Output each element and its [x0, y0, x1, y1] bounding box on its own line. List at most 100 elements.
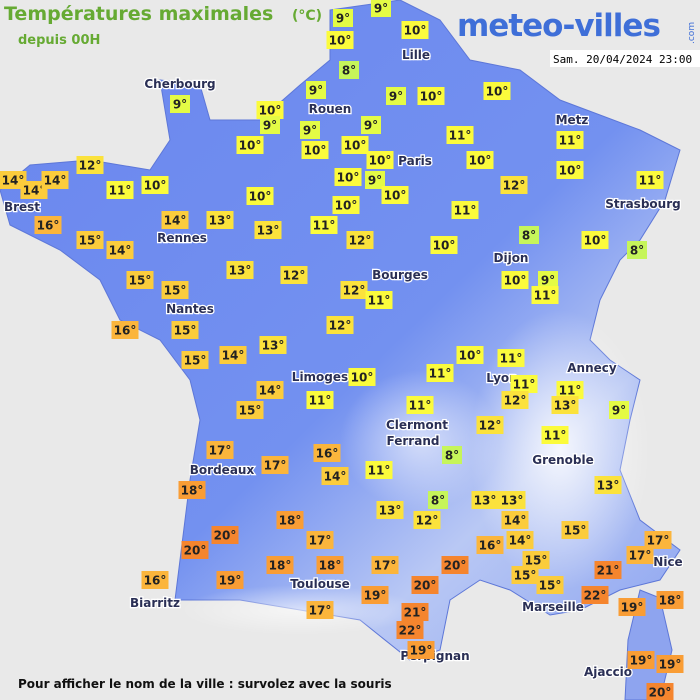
label-box: [256, 101, 284, 119]
label-box: [361, 586, 389, 604]
temperature-label: 20°: [646, 683, 674, 700]
city-name: Brest: [4, 200, 40, 214]
label-box: [361, 116, 381, 134]
label-box: [339, 61, 359, 79]
label-box: [181, 351, 209, 369]
temperature: 21°: [597, 564, 620, 578]
label-box: [260, 116, 280, 134]
temperature: 20°: [184, 544, 207, 558]
label-box: [501, 511, 529, 529]
city-name: Dijon: [494, 251, 529, 265]
temperature-label: 10°: [348, 368, 376, 386]
temperature-label: 20°: [211, 526, 239, 544]
temperature: 8°: [522, 229, 536, 243]
temperature: 10°: [584, 234, 607, 248]
temperature-label: 12°: [476, 416, 504, 434]
temperature: 11°: [500, 352, 523, 366]
temperature-label: 15°: [181, 351, 209, 369]
label-box: [266, 556, 294, 574]
label-box: [500, 176, 528, 194]
label-box: [366, 151, 394, 169]
temperature: 14°: [109, 244, 132, 258]
temperature-label: 12°: [501, 391, 529, 409]
temperature-label: 19°: [216, 571, 244, 589]
label-box: [206, 441, 234, 459]
temperature: 15°: [525, 554, 548, 568]
label-box: [20, 181, 48, 199]
temperature: 8°: [630, 244, 644, 258]
label-box: [456, 346, 484, 364]
label-box: [340, 281, 368, 299]
temperature: 21°: [404, 606, 427, 620]
label-box: [551, 396, 579, 414]
label-box: [348, 368, 376, 386]
temperature-label: 11°: [497, 349, 525, 367]
temperature-label: 17°: [306, 531, 334, 549]
temperature-label: 15°: [126, 271, 154, 289]
label-box: [407, 641, 435, 659]
temperature: 11°: [309, 394, 332, 408]
temperature: 17°: [374, 559, 397, 573]
temperature: 19°: [630, 654, 653, 668]
temperature: 13°: [229, 264, 252, 278]
temperature: 17°: [629, 549, 652, 563]
city-name: Clermont: [386, 418, 448, 432]
temperature: 10°: [249, 190, 272, 204]
label-box: [306, 601, 334, 619]
temperature-label: 12°: [340, 281, 368, 299]
temperature: 14°: [222, 349, 245, 363]
temperature-label: 10°: [483, 82, 511, 100]
temperature-label: 15°: [236, 401, 264, 419]
label-box: [411, 576, 439, 594]
temperature: 16°: [37, 219, 60, 233]
label-box: [326, 31, 354, 49]
temperature-label: 14°: [219, 346, 247, 364]
city-name: Toulouse: [290, 577, 350, 591]
temperature-label: 14°: [321, 467, 349, 485]
logo: meteo-villes: [457, 8, 660, 44]
temperature-label: 15°: [171, 321, 199, 339]
city-name: Rouen: [309, 102, 352, 116]
temperature-label: 16°: [111, 321, 139, 339]
label-box: [206, 211, 234, 229]
temperature: 9°: [389, 90, 403, 104]
temperature: 20°: [444, 559, 467, 573]
temperature-label: 11°: [556, 131, 584, 149]
label-box: [609, 401, 629, 419]
label-box: [161, 211, 189, 229]
temperature-label: 13°: [471, 491, 499, 509]
label-box: [306, 531, 334, 549]
temperature: 11°: [449, 129, 472, 143]
label-box: [161, 281, 189, 299]
temperature-label: 10°: [581, 231, 609, 249]
temperature-label: 15°: [161, 281, 189, 299]
temperature-label: 10°: [430, 236, 458, 254]
label-box: [306, 391, 334, 409]
label-box: [226, 261, 254, 279]
city-name: Annecy: [567, 361, 617, 375]
temperature: 13°: [209, 214, 232, 228]
temperature-label: 22°: [396, 621, 424, 639]
label-box: [106, 241, 134, 259]
temperature: 9°: [364, 119, 378, 133]
label-box: [76, 231, 104, 249]
label-box: [313, 444, 341, 462]
temperature: 12°: [329, 319, 352, 333]
city-name: Strasbourg: [605, 197, 680, 211]
temperature: 13°: [474, 494, 497, 508]
temperature-label: 13°: [206, 211, 234, 229]
temperature-label: 12°: [326, 316, 354, 334]
temperature-label: 10°: [301, 141, 329, 159]
label-box: [280, 266, 308, 284]
label-box: [76, 156, 104, 174]
temperature-label: 9°: [386, 87, 406, 105]
temperature-label: 10°: [141, 176, 169, 194]
temperature: 9°: [173, 98, 187, 112]
label-box: [466, 151, 494, 169]
label-box: [626, 546, 654, 564]
label-box: [371, 0, 391, 17]
footer: Pour afficher le nom de la ville : survo…: [18, 677, 392, 691]
temperature-label: 17°: [261, 456, 289, 474]
label-box: [261, 456, 289, 474]
temperature-label: 11°: [451, 201, 479, 219]
